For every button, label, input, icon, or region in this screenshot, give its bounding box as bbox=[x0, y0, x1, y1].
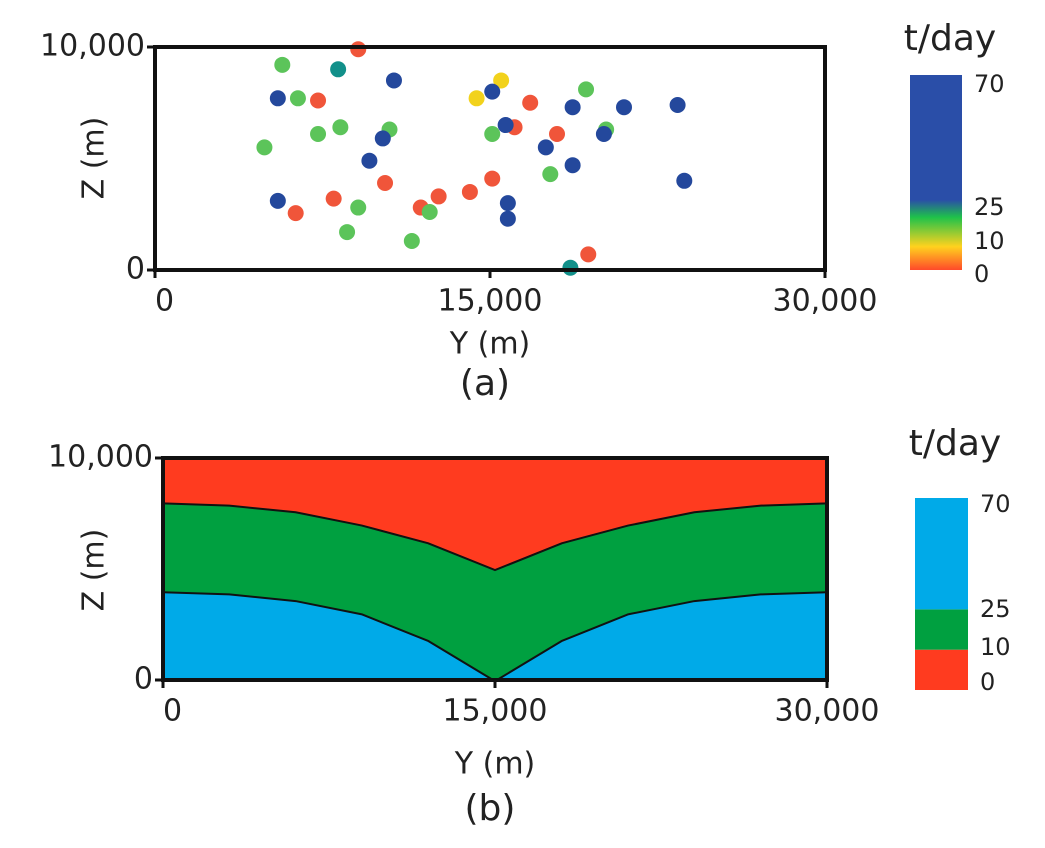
point bbox=[269, 90, 286, 107]
panel-label: (b) bbox=[465, 788, 516, 829]
colorbar-title: t/day bbox=[909, 423, 1001, 464]
colorbar-tick-label: 70 bbox=[974, 70, 1005, 98]
point bbox=[499, 210, 516, 227]
area bbox=[163, 458, 827, 569]
panel-label: (a) bbox=[460, 363, 510, 404]
point bbox=[676, 172, 693, 189]
colorbar-tick-label: 25 bbox=[974, 193, 1005, 221]
point bbox=[325, 190, 342, 207]
point bbox=[616, 99, 632, 116]
point bbox=[339, 224, 356, 241]
point bbox=[564, 157, 581, 174]
plot-frame bbox=[153, 45, 827, 272]
x-tick-label: 30,000 bbox=[775, 694, 880, 729]
point bbox=[484, 125, 501, 142]
point bbox=[549, 125, 565, 142]
point bbox=[542, 166, 559, 183]
point bbox=[287, 205, 304, 222]
x-axis-label: Y (m) bbox=[454, 747, 536, 782]
x-axis-label: Y (m) bbox=[449, 327, 531, 362]
y-axis-label: Z (m) bbox=[77, 117, 112, 200]
x-tick-label: 0 bbox=[155, 284, 174, 319]
colorbar-tick-label: 25 bbox=[980, 595, 1011, 623]
y-axis-label: Z (m) bbox=[77, 529, 112, 612]
point bbox=[289, 90, 306, 107]
point bbox=[430, 188, 447, 205]
point bbox=[522, 94, 539, 111]
point bbox=[274, 56, 291, 73]
colorbar-tick-label: 0 bbox=[974, 260, 989, 288]
colorbar-segment bbox=[915, 649, 968, 690]
point bbox=[493, 72, 510, 89]
point bbox=[310, 125, 327, 142]
point bbox=[310, 92, 327, 109]
point bbox=[499, 195, 516, 212]
colorbar bbox=[910, 75, 962, 270]
y-tick-label: 10,000 bbox=[40, 29, 145, 64]
colorbar-tick-label: 10 bbox=[974, 227, 1005, 255]
point bbox=[580, 246, 597, 263]
point bbox=[564, 99, 581, 116]
x-tick-label: 0 bbox=[163, 694, 182, 729]
point bbox=[669, 96, 686, 113]
y-tick-label: 10,000 bbox=[48, 440, 153, 475]
point bbox=[361, 152, 378, 169]
point bbox=[332, 119, 349, 136]
y-tick-label: 0 bbox=[134, 662, 153, 697]
point bbox=[578, 81, 595, 98]
point bbox=[385, 72, 402, 89]
point bbox=[484, 83, 501, 100]
point bbox=[461, 183, 478, 200]
colorbar-segment bbox=[915, 498, 968, 610]
area bbox=[163, 591, 827, 680]
point bbox=[595, 125, 612, 142]
point bbox=[350, 199, 367, 216]
y-tick-label: 0 bbox=[126, 252, 145, 287]
x-tick-label: 30,000 bbox=[773, 284, 878, 319]
point bbox=[256, 139, 273, 156]
point bbox=[374, 130, 391, 147]
colorbar-segment bbox=[915, 609, 968, 650]
colorbar-tick-label: 0 bbox=[980, 668, 995, 696]
area bbox=[163, 502, 827, 680]
point bbox=[403, 233, 420, 250]
point bbox=[377, 175, 394, 192]
point bbox=[562, 259, 579, 276]
x-tick-label: 15,000 bbox=[438, 284, 543, 319]
point bbox=[330, 61, 347, 78]
point bbox=[484, 170, 501, 187]
x-tick-label: 15,000 bbox=[443, 694, 548, 729]
point bbox=[537, 139, 554, 156]
point bbox=[421, 204, 438, 221]
colorbar-tick-label: 10 bbox=[980, 633, 1011, 661]
colorbar-tick-label: 70 bbox=[980, 490, 1011, 518]
point bbox=[350, 41, 367, 58]
colorbar-title: t/day bbox=[904, 18, 996, 59]
point bbox=[468, 90, 485, 107]
point bbox=[269, 192, 286, 209]
point bbox=[497, 117, 514, 134]
